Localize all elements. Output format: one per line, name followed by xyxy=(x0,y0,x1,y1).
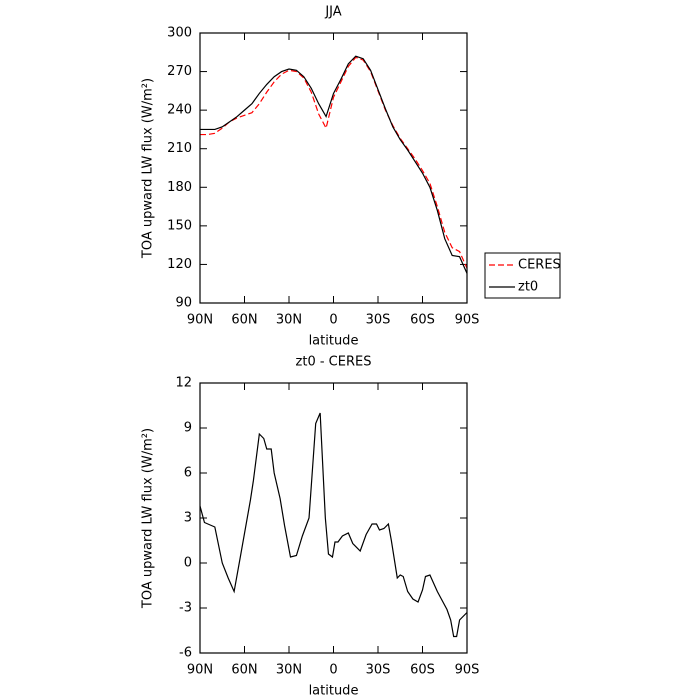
legend-label: CERES xyxy=(518,258,561,273)
x-tick-label: 60S xyxy=(410,663,435,678)
y-tick-label: 270 xyxy=(167,64,192,79)
chart-title: JJA xyxy=(324,5,341,20)
x-tick-label: 0 xyxy=(329,663,337,678)
legend-label: zt0 xyxy=(518,280,538,295)
x-tick-label: 60S xyxy=(410,313,435,328)
x-tick-label: 90N xyxy=(187,663,213,678)
y-tick-label: 150 xyxy=(167,218,192,233)
x-tick-label: 90S xyxy=(455,663,480,678)
y-tick-label: 6 xyxy=(184,466,192,481)
y-axis-label: TOA upward LW flux (W/m²) xyxy=(141,78,156,259)
plot-frame xyxy=(199,32,468,304)
data-line xyxy=(200,56,468,269)
x-tick-label: 90N xyxy=(187,313,213,328)
y-tick-label: 300 xyxy=(167,26,192,41)
y-tick-label: -3 xyxy=(179,601,192,616)
y-tick-label: 3 xyxy=(184,511,192,526)
chart-title: zt0 - CERES xyxy=(296,355,372,370)
x-tick-label: 30N xyxy=(276,313,302,328)
plot-frame xyxy=(199,382,468,654)
x-tick-label: 90S xyxy=(455,313,480,328)
x-axis-label: latitude xyxy=(309,684,359,699)
y-tick-label: -6 xyxy=(179,646,192,661)
x-tick-label: 30N xyxy=(276,663,302,678)
y-tick-label: 210 xyxy=(167,141,192,156)
x-tick-label: 60N xyxy=(231,663,257,678)
x-tick-label: 30S xyxy=(366,313,391,328)
y-tick-label: 12 xyxy=(175,376,192,391)
y-tick-label: 120 xyxy=(167,257,192,272)
x-axis-label: latitude xyxy=(309,334,359,349)
y-tick-label: 90 xyxy=(175,296,192,311)
y-tick-label: 9 xyxy=(184,421,192,436)
legend-box xyxy=(484,252,561,299)
data-line xyxy=(199,412,468,638)
data-line xyxy=(200,55,468,274)
y-tick-label: 180 xyxy=(167,180,192,195)
x-tick-label: 30S xyxy=(366,663,391,678)
x-tick-label: 0 xyxy=(329,313,337,328)
y-tick-label: 240 xyxy=(167,103,192,118)
x-tick-label: 60N xyxy=(231,313,257,328)
y-tick-label: 0 xyxy=(184,556,192,571)
y-axis-label: TOA upward LW flux (W/m²) xyxy=(141,428,156,609)
